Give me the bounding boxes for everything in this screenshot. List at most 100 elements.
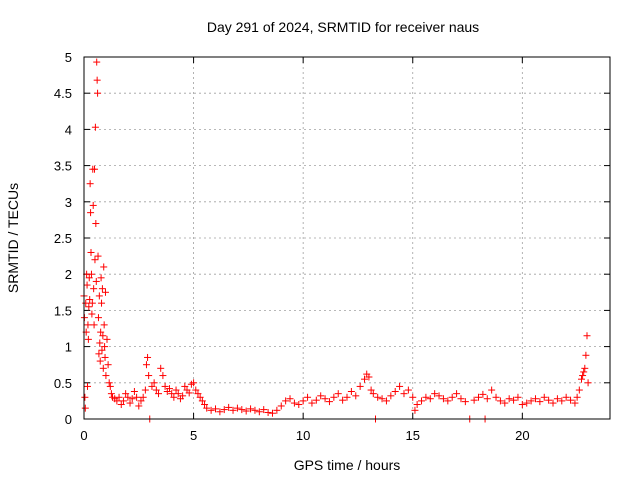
data-point — [179, 392, 187, 400]
y-tick-label: 2.5 — [54, 231, 72, 246]
data-point — [299, 397, 307, 405]
data-point — [128, 395, 136, 403]
data-point — [282, 397, 290, 405]
data-point — [216, 408, 224, 416]
data-point — [161, 382, 169, 390]
data-point — [101, 353, 109, 361]
data-point — [431, 390, 439, 398]
data-point — [514, 393, 522, 401]
data-point — [81, 393, 89, 401]
data-point — [387, 392, 395, 400]
data-point — [361, 375, 369, 383]
data-point — [157, 364, 165, 372]
data-point — [87, 248, 95, 256]
data-point — [562, 393, 570, 401]
data-point — [135, 402, 143, 410]
data-point — [233, 404, 241, 412]
data-point — [181, 382, 189, 390]
data-point — [527, 397, 535, 405]
data-point — [369, 390, 377, 398]
data-point — [130, 387, 138, 395]
data-point — [88, 310, 96, 318]
data-point — [492, 393, 500, 401]
data-point — [505, 395, 513, 403]
data-point — [339, 396, 347, 404]
data-point — [571, 399, 579, 407]
data-point — [220, 406, 228, 414]
data-point — [536, 398, 544, 406]
data-point — [518, 401, 526, 409]
data-point — [483, 395, 491, 403]
x-tick-label: 10 — [296, 428, 310, 443]
data-point — [413, 401, 421, 409]
data-point — [96, 357, 104, 365]
data-point — [145, 372, 153, 380]
x-tick-label: 5 — [190, 428, 197, 443]
data-point — [190, 379, 198, 387]
data-point — [81, 404, 89, 412]
data-point — [411, 406, 419, 414]
data-point — [418, 397, 426, 405]
data-point — [251, 406, 259, 414]
data-point — [378, 395, 386, 403]
data-point — [119, 397, 127, 405]
data-point — [367, 386, 375, 394]
data-point — [567, 396, 575, 404]
data-point — [86, 296, 94, 304]
data-point — [87, 270, 95, 278]
data-point — [268, 409, 276, 417]
data-point — [540, 393, 548, 401]
data-point — [201, 401, 209, 409]
axis-ticks — [83, 56, 610, 420]
data-point — [96, 339, 104, 347]
data-point — [104, 361, 112, 369]
y-tick-label: 1 — [65, 340, 72, 355]
data-point — [97, 328, 105, 336]
data-point — [295, 401, 303, 409]
y-axis-label: SRMTID / TECUs — [5, 183, 21, 293]
data-point — [488, 386, 496, 394]
data-point — [94, 314, 102, 322]
data-point — [457, 395, 465, 403]
data-point — [444, 397, 452, 405]
data-point — [273, 406, 281, 414]
data-point — [549, 399, 557, 407]
data-point — [317, 392, 325, 400]
data-point — [91, 165, 99, 173]
data-point — [325, 398, 333, 406]
data-point — [95, 350, 103, 358]
data-point — [448, 393, 456, 401]
data-point — [439, 395, 447, 403]
data-point — [168, 390, 176, 398]
data-point — [475, 393, 482, 401]
data-point — [155, 390, 163, 398]
data-point — [92, 220, 100, 228]
data-point — [98, 299, 106, 307]
data-point — [84, 382, 92, 390]
y-tick-label: 2 — [65, 267, 72, 282]
data-point — [98, 285, 106, 293]
grid — [84, 57, 610, 419]
data-point — [101, 343, 109, 351]
data-point — [255, 408, 263, 416]
data-point — [461, 398, 469, 406]
data-point — [148, 382, 156, 390]
data-point — [196, 393, 204, 401]
data-point — [229, 406, 237, 414]
data-point — [90, 321, 98, 329]
data-point — [400, 390, 408, 398]
data-point — [172, 386, 180, 394]
data-point — [374, 393, 382, 401]
tick-labels: 0 5 10 15 20 0 0.5 1 1.5 2 2.5 3 3.5 4 4.5 5 — [54, 50, 530, 443]
data-point — [92, 277, 100, 285]
data-point — [501, 399, 509, 407]
data-point — [330, 393, 338, 401]
data-point — [85, 274, 93, 282]
data-point — [84, 335, 92, 343]
data-point — [137, 397, 145, 405]
y-tick-label: 3.5 — [54, 159, 72, 174]
data-point — [124, 393, 132, 401]
data-point — [82, 299, 90, 307]
y-tick-label: 5 — [65, 50, 72, 65]
data-point — [581, 364, 589, 372]
